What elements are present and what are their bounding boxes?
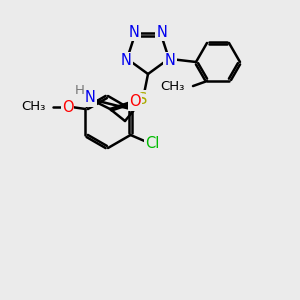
Text: H: H <box>75 85 85 98</box>
Text: N: N <box>157 25 167 40</box>
Text: S: S <box>138 92 148 106</box>
Text: N: N <box>121 53 131 68</box>
Text: N: N <box>164 53 175 68</box>
Text: N: N <box>129 25 140 40</box>
Text: CH₃: CH₃ <box>160 80 185 93</box>
Text: Cl: Cl <box>145 136 160 152</box>
Text: N: N <box>85 91 95 106</box>
Text: O: O <box>62 100 73 115</box>
Text: O: O <box>129 94 141 110</box>
Text: CH₃: CH₃ <box>21 100 46 113</box>
